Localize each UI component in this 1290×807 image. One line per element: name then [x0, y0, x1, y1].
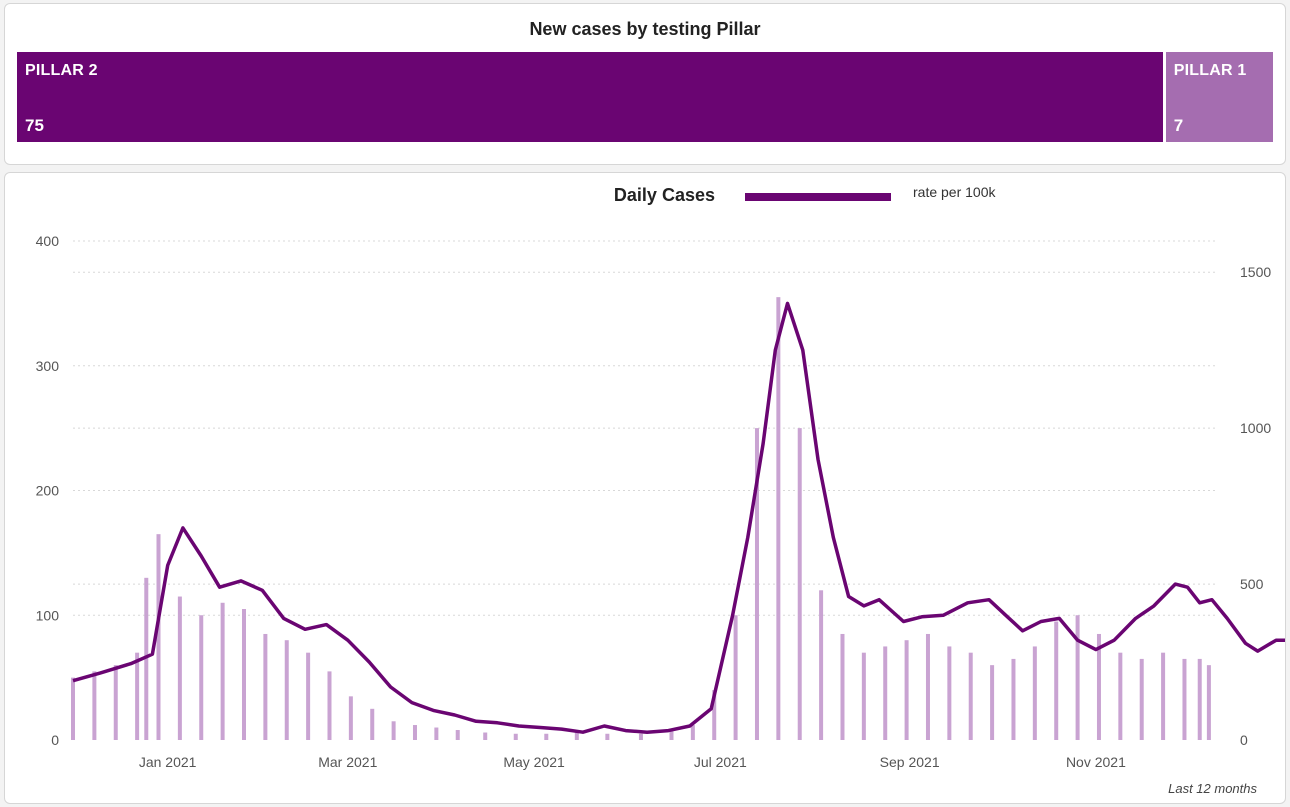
x-tick-label: May 2021 — [503, 754, 565, 770]
daily-case-bar — [904, 640, 909, 740]
daily-case-bar — [754, 428, 759, 740]
x-tick-label: Sep 2021 — [880, 754, 940, 770]
pillar-2-bar[interactable]: PILLAR 2 75 — [17, 52, 1163, 142]
daily-case-bar — [925, 633, 930, 740]
daily-case-bar — [434, 727, 439, 740]
grid — [73, 240, 1215, 616]
daily-case-bar — [144, 577, 149, 740]
legend-line-label[interactable]: rate per 100k — [913, 184, 996, 200]
y-left-tick-label: 0 — [51, 732, 59, 748]
y-left-tick-label: 400 — [36, 233, 60, 249]
daily-case-bar — [241, 609, 246, 740]
daily-case-bar — [483, 732, 488, 740]
daily-case-bar — [1161, 652, 1166, 740]
daily-case-bar — [71, 677, 75, 740]
daily-case-bar — [199, 615, 204, 740]
y-axis-left: 0 100 200 300 400 — [36, 233, 60, 748]
y-axis-right: 0 500 1000 1500 — [1240, 264, 1271, 748]
pillar-title: New cases by testing Pillar — [529, 19, 761, 39]
daily-case-bar — [544, 733, 549, 740]
daily-case-bar — [669, 731, 674, 740]
x-tick-label: Jul 2021 — [694, 754, 747, 770]
daily-case-bar — [113, 665, 118, 740]
line-series — [72, 301, 1285, 734]
daily-cases-chart: 0 100 200 300 400 0 500 1000 1500 Jan 2021 Mar 2… — [36, 184, 1285, 796]
daily-case-bar — [1118, 652, 1123, 740]
daily-case-bar — [1075, 615, 1080, 740]
pillar-panel: New cases by testing Pillar PILLAR 2 75 … — [4, 3, 1286, 165]
daily-case-bar — [712, 690, 717, 740]
daily-case-bar — [220, 602, 225, 740]
daily-case-bar — [1182, 658, 1187, 740]
daily-case-bar — [1032, 646, 1037, 740]
daily-case-bar — [284, 640, 289, 740]
daily-case-bar — [1206, 665, 1211, 740]
daily-case-bar — [327, 671, 332, 740]
daily-case-bar — [574, 732, 579, 740]
daily-case-bar — [797, 428, 802, 740]
y-left-tick-label: 100 — [36, 607, 60, 623]
y-right-tick-label: 500 — [1240, 576, 1264, 592]
daily-case-bar — [819, 590, 824, 740]
daily-case-bar — [135, 652, 140, 740]
rate-line — [72, 301, 1285, 734]
daily-case-bar — [263, 633, 268, 740]
daily-case-bar — [776, 297, 781, 740]
daily-case-bar — [638, 733, 643, 740]
x-axis: Jan 2021 Mar 2021 May 2021 Jul 2021 Sep 2021… — [139, 754, 1126, 770]
daily-case-bar — [412, 725, 417, 740]
daily-case-bar — [513, 733, 518, 740]
daily-case-bar — [1096, 633, 1101, 740]
daily-case-bar — [947, 646, 952, 740]
daily-case-bar — [391, 721, 396, 740]
daily-case-bar — [92, 671, 97, 740]
y-right-tick-label: 0 — [1240, 732, 1248, 748]
daily-case-bar — [1139, 658, 1144, 740]
pillar-2-value: 75 — [25, 116, 44, 135]
y-right-tick-label: 1000 — [1240, 420, 1271, 436]
daily-case-bar — [883, 646, 888, 740]
daily-case-bar — [306, 652, 311, 740]
x-tick-label: Nov 2021 — [1066, 754, 1126, 770]
pillar-1-bar[interactable]: PILLAR 1 7 — [1165, 52, 1273, 142]
daily-case-bar — [455, 730, 460, 740]
y-left-tick-label: 300 — [36, 358, 60, 374]
daily-case-bar — [177, 596, 182, 740]
footnote: Last 12 months — [1168, 781, 1257, 796]
pillar-1-value: 7 — [1173, 116, 1184, 135]
daily-case-bar — [370, 708, 375, 740]
x-tick-label: Mar 2021 — [318, 754, 377, 770]
daily-case-bar — [1197, 658, 1202, 740]
chart-title: Daily Cases — [614, 185, 715, 205]
y-right-tick-label: 1500 — [1240, 264, 1271, 280]
x-tick-label: Jan 2021 — [139, 754, 197, 770]
y-left-tick-label: 200 — [36, 483, 60, 499]
daily-case-bar — [1054, 621, 1059, 740]
daily-case-bar — [968, 652, 973, 740]
daily-case-bar — [861, 652, 866, 740]
daily-case-bar — [156, 534, 161, 740]
bar-series — [71, 297, 1211, 740]
daily-case-bar — [690, 725, 695, 740]
pillar-1-label: PILLAR 1 — [1173, 62, 1247, 79]
daily-cases-panel: 0 100 200 300 400 0 500 1000 1500 Jan 2021 Mar 2… — [4, 172, 1286, 804]
daily-case-bar — [733, 615, 738, 740]
pillar-2-label: PILLAR 2 — [25, 62, 98, 79]
daily-case-bar — [1011, 658, 1016, 740]
daily-case-bar — [990, 665, 995, 740]
daily-case-bar — [840, 633, 845, 740]
daily-case-bar — [605, 733, 610, 740]
daily-case-bar — [348, 696, 353, 740]
